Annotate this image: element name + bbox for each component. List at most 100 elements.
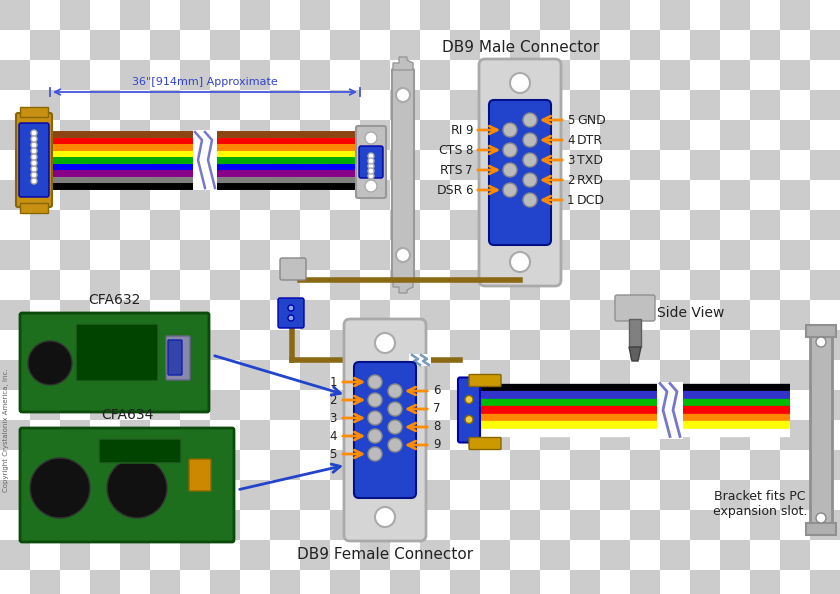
Bar	[30, 180, 60, 210]
Circle shape	[510, 73, 530, 93]
Circle shape	[375, 333, 395, 353]
Bar	[570, 120, 600, 150]
Bar	[60, 390, 90, 420]
Bar	[120, 300, 150, 330]
Circle shape	[31, 136, 37, 142]
Bar	[270, 240, 300, 270]
Bar	[390, 60, 420, 90]
Bar	[780, 450, 810, 480]
Bar	[657, 381, 683, 438]
Bar	[630, 390, 660, 420]
Bar	[180, 270, 210, 300]
Bar	[60, 420, 90, 450]
Bar	[360, 210, 390, 240]
Bar	[630, 150, 660, 180]
Bar	[210, 390, 240, 420]
Bar	[450, 540, 480, 570]
Bar	[360, 150, 390, 180]
Bar	[600, 90, 630, 120]
Text: 9: 9	[465, 124, 473, 137]
Bar	[780, 180, 810, 210]
Circle shape	[107, 458, 167, 518]
Bar	[30, 270, 60, 300]
Bar	[120, 450, 150, 480]
Bar	[630, 540, 660, 570]
Bar	[150, 390, 180, 420]
Bar	[480, 420, 510, 450]
Bar	[720, 420, 750, 450]
Bar	[780, 330, 810, 360]
Bar	[90, 60, 120, 90]
Bar	[600, 540, 630, 570]
Bar	[120, 270, 150, 300]
Bar	[330, 540, 360, 570]
Bar	[60, 570, 90, 594]
Bar	[450, 360, 480, 390]
Bar	[30, 240, 60, 270]
Bar	[660, 60, 690, 90]
Circle shape	[288, 305, 294, 311]
Bar	[750, 420, 780, 450]
Bar	[510, 390, 540, 420]
Bar	[150, 90, 180, 120]
Bar	[300, 540, 330, 570]
Bar	[180, 420, 210, 450]
Bar	[120, 240, 150, 270]
Bar	[480, 330, 510, 360]
Bar	[210, 180, 240, 210]
Bar	[629, 319, 641, 347]
Bar	[330, 330, 360, 360]
Bar	[360, 570, 390, 594]
Bar	[90, 120, 120, 150]
Circle shape	[368, 393, 382, 407]
Bar	[60, 510, 90, 540]
Bar	[390, 510, 420, 540]
Bar	[660, 360, 690, 390]
Text: Copyright Crystalonix America, Inc.: Copyright Crystalonix America, Inc.	[3, 368, 9, 492]
Bar	[240, 510, 270, 540]
Bar	[90, 510, 120, 540]
Bar	[720, 210, 750, 240]
Bar	[750, 510, 780, 540]
Bar	[390, 0, 420, 30]
Bar	[360, 510, 390, 540]
Bar	[120, 480, 150, 510]
Text: DSR: DSR	[437, 184, 463, 197]
Circle shape	[31, 142, 37, 148]
Bar	[300, 300, 330, 330]
Bar	[420, 240, 450, 270]
Bar	[810, 30, 840, 60]
Bar	[150, 30, 180, 60]
Bar	[690, 240, 720, 270]
Circle shape	[31, 166, 37, 172]
Bar	[750, 180, 780, 210]
Bar	[510, 540, 540, 570]
Bar	[810, 270, 840, 300]
Bar	[300, 60, 330, 90]
Bar	[660, 330, 690, 360]
Bar	[180, 180, 210, 210]
Bar	[690, 60, 720, 90]
Bar	[90, 420, 120, 450]
FancyBboxPatch shape	[278, 298, 304, 328]
Bar	[570, 360, 600, 390]
Bar	[420, 510, 450, 540]
Circle shape	[31, 130, 37, 136]
Bar	[60, 270, 90, 300]
Bar	[210, 420, 240, 450]
Bar	[480, 60, 510, 90]
Circle shape	[503, 123, 517, 137]
Circle shape	[523, 133, 537, 147]
Bar	[390, 180, 420, 210]
Bar	[300, 450, 330, 480]
Circle shape	[375, 507, 395, 527]
Bar	[180, 360, 210, 390]
Bar	[150, 240, 180, 270]
Bar	[270, 570, 300, 594]
Bar	[810, 480, 840, 510]
Bar	[0, 540, 30, 570]
FancyBboxPatch shape	[20, 428, 234, 542]
Bar	[409, 354, 431, 366]
FancyBboxPatch shape	[76, 324, 158, 381]
Bar	[240, 90, 270, 120]
